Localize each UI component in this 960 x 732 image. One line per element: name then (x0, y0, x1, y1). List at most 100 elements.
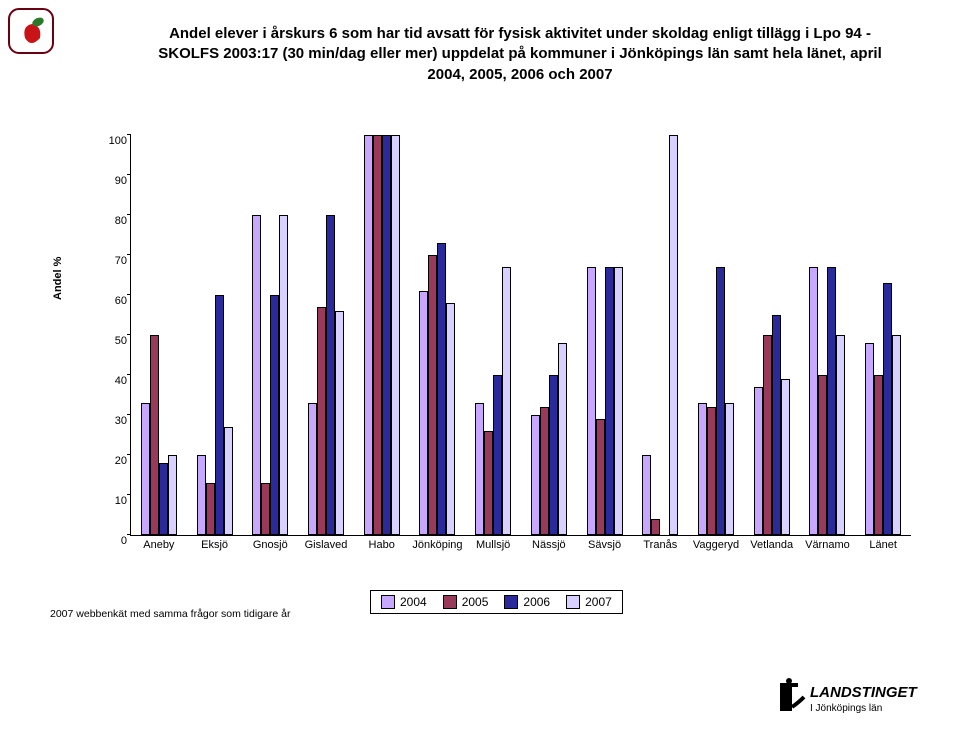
bar (215, 295, 224, 535)
bar (587, 267, 596, 535)
brand-text: LANDSTINGET (810, 684, 919, 701)
y-tick-label: 90 (97, 175, 127, 187)
bar (159, 463, 168, 535)
bar-group: Vetlanda (754, 315, 790, 535)
bar (475, 403, 484, 535)
bar (698, 403, 707, 535)
legend-swatch (566, 595, 580, 609)
x-tick-label: Tranås (643, 539, 677, 551)
bar (818, 375, 827, 535)
legend-label: 2006 (523, 595, 550, 609)
x-tick-label: Gislaved (305, 539, 348, 551)
x-tick-label: Värnamo (805, 539, 850, 551)
y-axis-label: Andel % (52, 257, 64, 300)
x-tick-label: Sävsjö (588, 539, 621, 551)
bar (669, 135, 678, 535)
bar (651, 519, 660, 535)
y-tick (127, 494, 131, 495)
bar (270, 295, 279, 535)
x-tick-label: Aneby (143, 539, 174, 551)
y-tick-label: 70 (97, 255, 127, 267)
bar (596, 419, 605, 535)
y-tick-label: 40 (97, 375, 127, 387)
bar (279, 215, 288, 535)
x-tick-label: Vetlanda (750, 539, 793, 551)
bar-group: Nässjö (531, 343, 567, 535)
bar (493, 375, 502, 535)
y-tick-label: 10 (97, 495, 127, 507)
legend-swatch (443, 595, 457, 609)
bar (763, 335, 772, 535)
y-tick (127, 254, 131, 255)
footnote: 2007 webbenkät med samma frågor som tidi… (50, 608, 290, 620)
y-tick-label: 80 (97, 215, 127, 227)
y-tick (127, 534, 131, 535)
bar (317, 307, 326, 535)
y-tick-label: 100 (97, 135, 127, 147)
bar-group: Värnamo (809, 267, 845, 535)
y-tick (127, 214, 131, 215)
bar (437, 243, 446, 535)
bar (261, 483, 270, 535)
legend: 2004 2005 2006 2007 (370, 590, 623, 614)
y-tick (127, 334, 131, 335)
x-tick-label: Gnosjö (253, 539, 288, 551)
bar (373, 135, 382, 535)
bar-group: Vaggeryd (698, 267, 734, 535)
bar (364, 135, 373, 535)
y-tick-label: 0 (97, 535, 127, 547)
bar (836, 335, 845, 535)
bar (382, 135, 391, 535)
chart-area: 0102030405060708090100AnebyEksjöGnosjöGi… (90, 116, 920, 556)
bar-group: Mullsjö (475, 267, 511, 535)
x-tick-label: Eksjö (201, 539, 228, 551)
chart-title: Andel elever i årskurs 6 som har tid avs… (140, 24, 900, 85)
x-tick-label: Mullsjö (476, 539, 510, 551)
bar-group: Tranås (642, 135, 678, 535)
bar (716, 267, 725, 535)
bar (168, 455, 177, 535)
bar-group: Jönköping (419, 243, 455, 535)
y-tick-label: 50 (97, 335, 127, 347)
bar (642, 455, 651, 535)
bar (781, 379, 790, 535)
x-tick-label: Habo (369, 539, 395, 551)
x-tick-label: Jönköping (412, 539, 462, 551)
legend-item: 2007 (566, 595, 612, 609)
bar (892, 335, 901, 535)
brand-subtext: I Jönköpings län (810, 703, 882, 714)
bar (865, 343, 874, 535)
plot-area: 0102030405060708090100AnebyEksjöGnosjöGi… (130, 135, 911, 536)
bar (419, 291, 428, 535)
y-tick (127, 134, 131, 135)
legend-item: 2006 (504, 595, 550, 609)
bar (224, 427, 233, 535)
y-tick (127, 174, 131, 175)
bar (883, 283, 892, 535)
bar-group: Aneby (141, 335, 177, 535)
legend-item: 2004 (381, 595, 427, 609)
bar (605, 267, 614, 535)
bar (707, 407, 716, 535)
bar (725, 403, 734, 535)
bar (335, 311, 344, 535)
bar-group: Gislaved (308, 215, 344, 535)
legend-swatch (504, 595, 518, 609)
legend-swatch (381, 595, 395, 609)
bar (531, 415, 540, 535)
legend-label: 2007 (585, 595, 612, 609)
legend-label: 2005 (462, 595, 489, 609)
bar (197, 455, 206, 535)
bar (391, 135, 400, 535)
bar-group: Sävsjö (587, 267, 623, 535)
legend-item: 2005 (443, 595, 489, 609)
x-tick-label: Vaggeryd (693, 539, 739, 551)
bar (326, 215, 335, 535)
y-tick-label: 60 (97, 295, 127, 307)
landstinget-logo: LANDSTINGET I Jönköpings län (778, 677, 948, 724)
bar (827, 267, 836, 535)
bar (428, 255, 437, 535)
bar (540, 407, 549, 535)
bar (549, 375, 558, 535)
bar (754, 387, 763, 535)
